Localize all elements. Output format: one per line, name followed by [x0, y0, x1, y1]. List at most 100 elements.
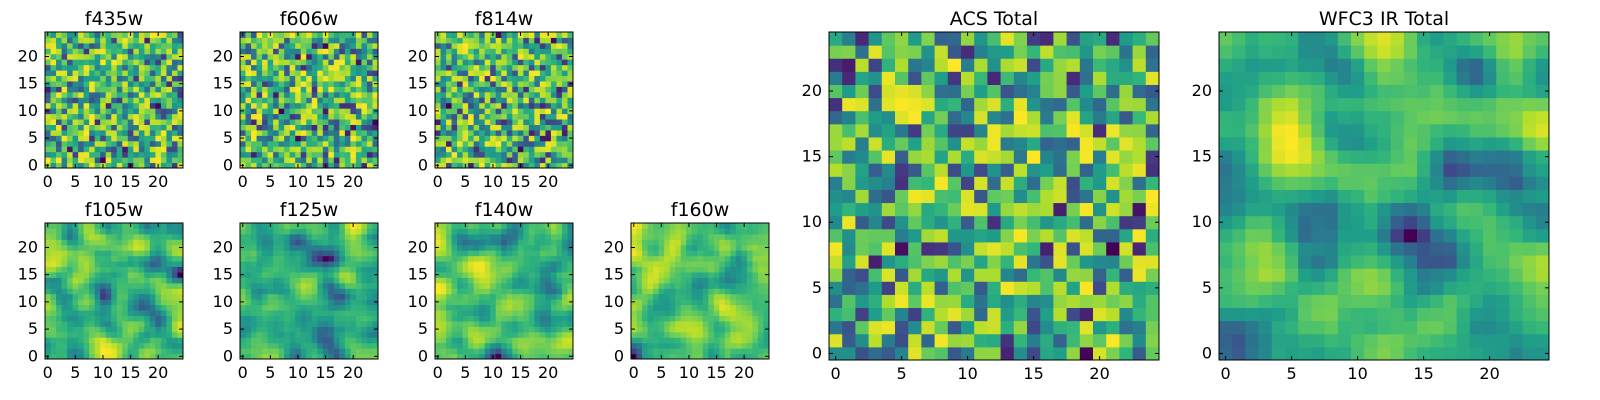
heatmap-cell [339, 304, 346, 311]
heatmap-cell [506, 113, 513, 120]
heatmap-cell [138, 102, 145, 109]
heatmap-cell [72, 157, 79, 164]
heatmap-cell [495, 102, 502, 109]
heatmap-cell [355, 129, 362, 136]
heatmap-cell [83, 266, 90, 273]
heatmap-cell [322, 129, 329, 136]
heatmap-cell [506, 342, 513, 349]
heatmap-cell [100, 299, 107, 306]
heatmap-cell [177, 32, 184, 38]
heatmap-cell [556, 119, 563, 125]
heatmap-cell [160, 353, 167, 360]
heatmap-cell [468, 282, 475, 289]
heatmap-cell [311, 337, 318, 344]
heatmap-cell [116, 151, 123, 158]
heatmap-cell [451, 255, 458, 262]
heatmap-cell [295, 135, 302, 142]
heatmap-cell [556, 299, 563, 306]
heatmap-cell [495, 342, 502, 349]
heatmap-cell [177, 37, 184, 44]
heatmap-cell [251, 271, 258, 278]
heatmap-cell [300, 233, 307, 240]
heatmap-cell [653, 239, 660, 246]
heatmap-cell [490, 266, 497, 273]
heatmap-cell [947, 333, 962, 348]
heatmap-cell [1132, 241, 1147, 256]
heatmap-cell [295, 239, 302, 246]
heatmap-cell [680, 315, 687, 322]
heatmap-cell [339, 70, 346, 77]
heatmap-cell [177, 255, 184, 262]
heatmap-cell [746, 239, 753, 246]
heatmap-cell [528, 75, 535, 82]
heatmap-cell [523, 277, 530, 284]
heatmap-cell [306, 42, 313, 49]
heatmap-cell [116, 162, 123, 169]
heatmap-cell [355, 97, 362, 104]
heatmap-cell [67, 70, 74, 77]
heatmap-cell [171, 97, 178, 104]
heatmap-cell [708, 271, 715, 278]
heatmap-cell [534, 97, 541, 104]
heatmap-cell [539, 293, 546, 300]
heatmap-cell [339, 135, 346, 142]
heatmap-cell [550, 326, 557, 333]
heatmap-cell [1093, 189, 1107, 204]
heatmap-cell [691, 271, 698, 278]
heatmap-cell [545, 86, 552, 93]
heatmap-cell [89, 86, 96, 93]
heatmap-cell [78, 320, 85, 327]
heatmap-cell [177, 119, 184, 125]
heatmap-cell [273, 288, 280, 295]
heatmap-cell [974, 346, 988, 361]
heatmap-cell [647, 288, 654, 295]
heatmap-cell [746, 266, 753, 273]
heatmap-cell [72, 310, 79, 316]
heatmap-cell [517, 86, 524, 93]
heatmap-cell [50, 282, 57, 289]
heatmap-cell [111, 162, 118, 169]
heatmap-cell [647, 299, 654, 306]
heatmap-cell [100, 282, 107, 289]
heatmap-cell [289, 326, 296, 333]
heatmap-cell [702, 250, 709, 257]
heatmap-cell [484, 299, 491, 306]
heatmap-cell [528, 288, 535, 295]
heatmap-cell [89, 326, 96, 333]
heatmap-cell [484, 282, 491, 289]
y-tick-label: 15 [408, 74, 428, 93]
heatmap-cell [462, 233, 469, 240]
heatmap-cell [267, 80, 274, 87]
heatmap-cell [523, 80, 530, 87]
heatmap-cell [273, 108, 280, 115]
heatmap-cell [1013, 215, 1028, 230]
heatmap-cell [719, 261, 726, 268]
heatmap-cell [89, 113, 96, 120]
heatmap-cell [658, 266, 665, 273]
heatmap-cell [160, 102, 167, 109]
heatmap-cell [1053, 294, 1068, 309]
heatmap-cell [1119, 307, 1134, 322]
heatmap-cell [691, 244, 698, 251]
heatmap-cell [273, 266, 280, 273]
heatmap-cell [333, 140, 340, 147]
heatmap-cell [171, 266, 178, 273]
heatmap-cell [366, 310, 373, 316]
heatmap-cell [45, 310, 52, 316]
heatmap-cell [947, 268, 962, 282]
heatmap-cell [501, 266, 508, 273]
heatmap-cell [133, 113, 140, 120]
heatmap-cell [149, 42, 156, 49]
heatmap-cell [484, 70, 491, 77]
heatmap-cell [567, 233, 574, 240]
heatmap-cell [311, 348, 318, 355]
heatmap-cell [545, 70, 552, 77]
heatmap-cell [111, 271, 118, 278]
heatmap-cell [473, 326, 480, 333]
heatmap-cell [72, 320, 79, 327]
heatmap-cell [647, 244, 654, 251]
heatmap-cell [446, 129, 453, 136]
heatmap-cell [116, 342, 123, 349]
heatmap-cell [155, 250, 162, 257]
heatmap-cell [355, 239, 362, 246]
